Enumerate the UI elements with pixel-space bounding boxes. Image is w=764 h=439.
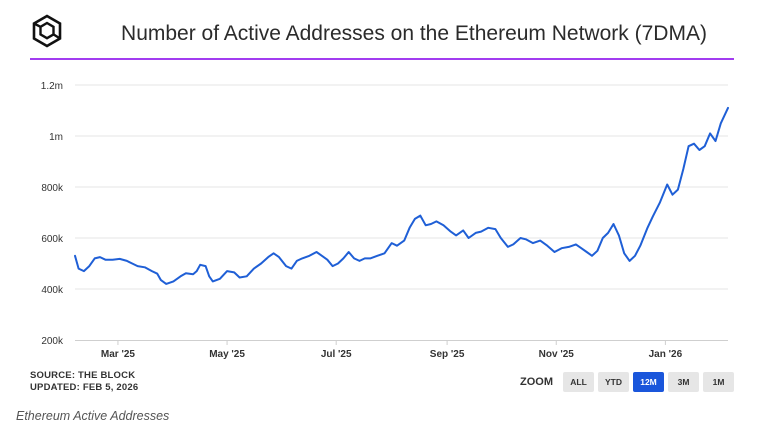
zoom-12m-button[interactable]: 12M [633,372,664,392]
series-line [74,106,729,285]
x-tick-label: Nov '25 [539,349,575,360]
x-tick-label: Jan '26 [649,349,683,360]
zoom-controls: ZOOM ALL YTD 12M 3M 1M [520,372,734,392]
chart-title: Number of Active Addresses on the Ethere… [121,22,707,45]
zoom-ytd-button[interactable]: YTD [598,372,629,392]
zoom-all-button[interactable]: ALL [563,372,594,392]
y-tick-label: 600k [41,234,64,245]
y-tick-label: 200k [41,336,64,347]
x-tick-label: Jul '25 [321,349,352,360]
y-tick-label: 1.2m [41,81,63,92]
source-note: SOURCE: THE BLOCK UPDATED: FEB 5, 2026 [30,370,138,394]
x-tick-label: Mar '25 [101,349,136,360]
y-tick-label: 1m [49,132,63,143]
title-divider [30,58,734,60]
zoom-1m-button[interactable]: 1M [703,372,734,392]
x-tick-label: May '25 [209,349,245,360]
image-caption: Ethereum Active Addresses [16,409,170,423]
source-line: SOURCE: THE BLOCK [30,370,136,381]
y-tick-label: 400k [41,285,64,296]
x-tick-label: Sep '25 [430,349,465,360]
zoom-label: ZOOM [520,376,553,388]
y-tick-label: 800k [41,183,64,194]
updated-line: UPDATED: FEB 5, 2026 [30,382,139,393]
the-block-logo-icon [32,14,62,48]
zoom-3m-button[interactable]: 3M [668,372,699,392]
